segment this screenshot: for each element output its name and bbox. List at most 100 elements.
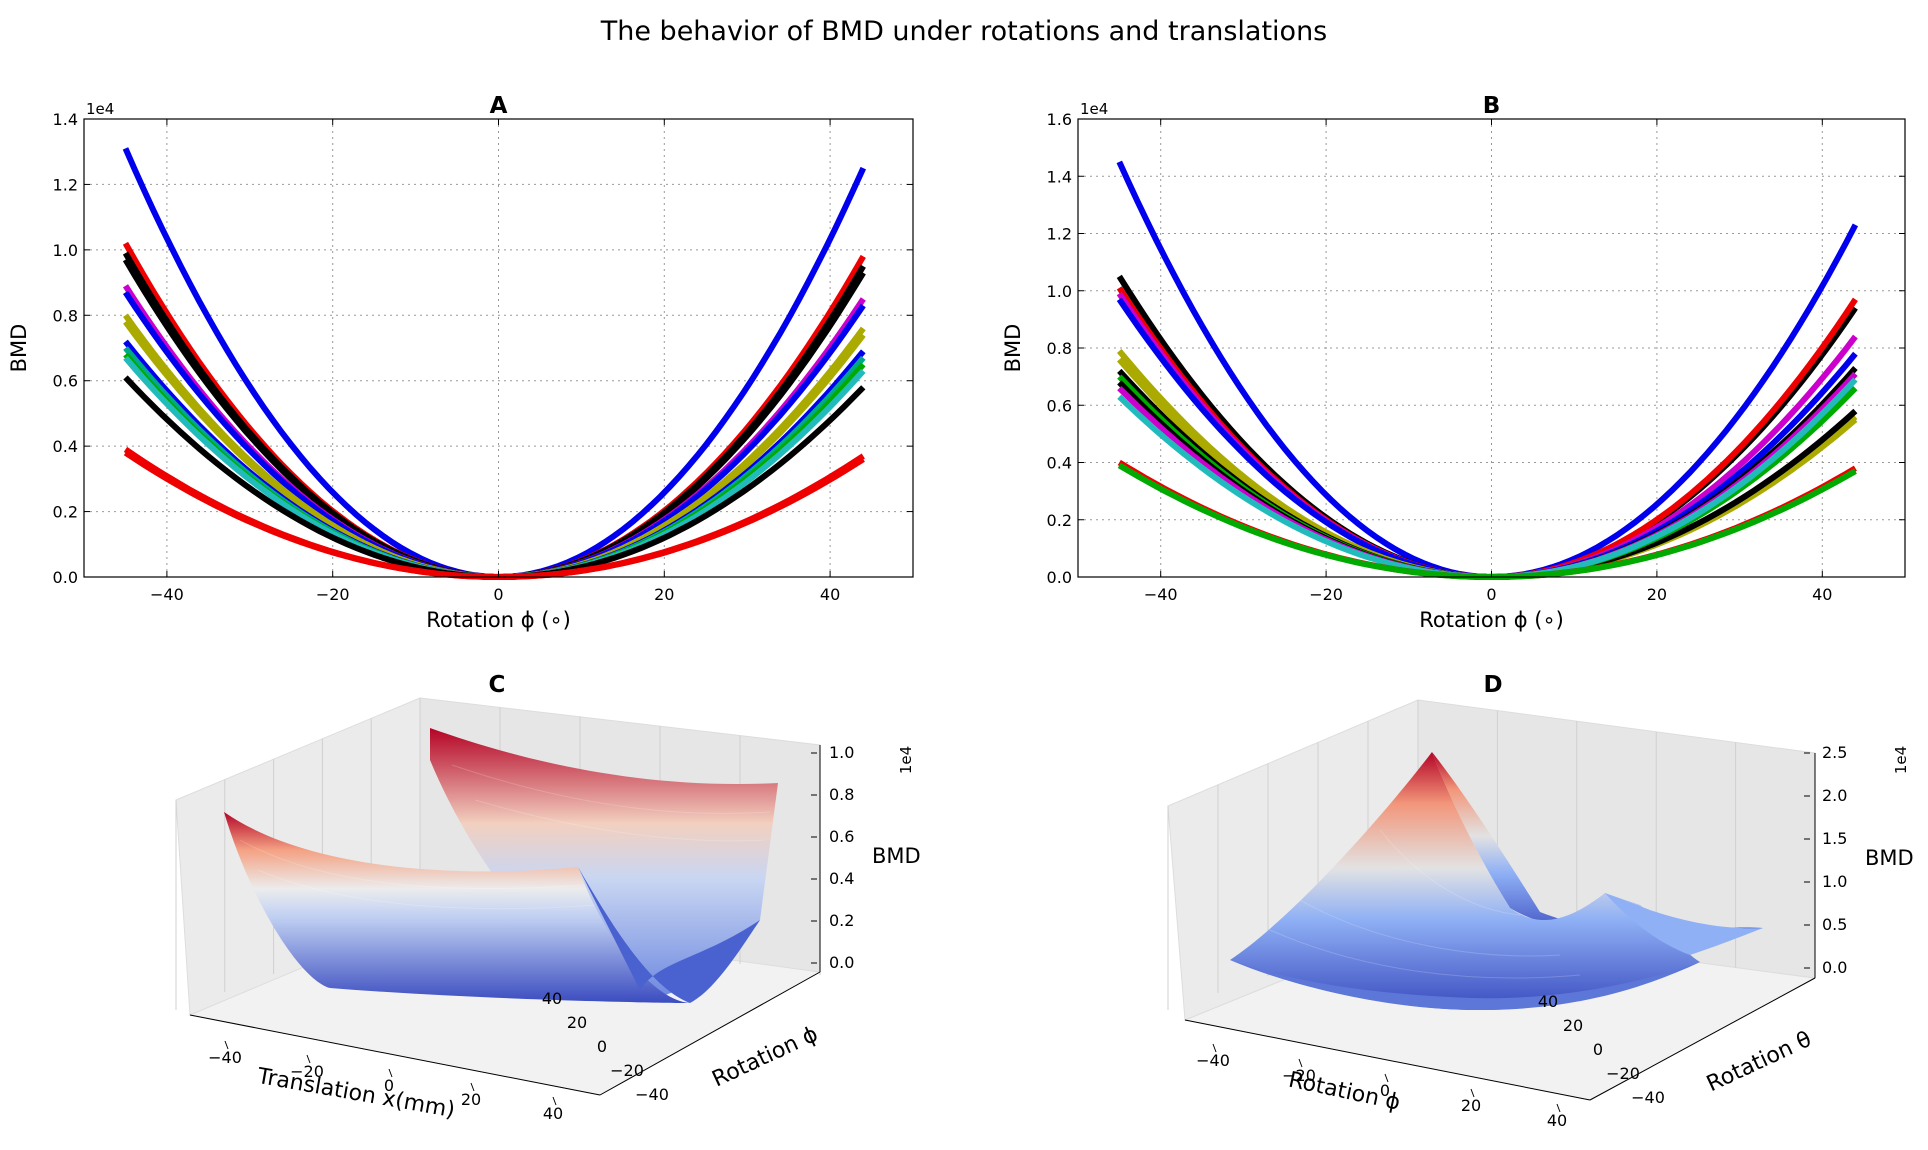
z-tick-label: 0.8	[829, 785, 854, 804]
z-tick-label: 0.0	[1822, 958, 1847, 977]
y-tick-label: 0.2	[1047, 511, 1072, 530]
y-tick-label: 20	[567, 1013, 587, 1032]
z-tick-label: 0.5	[1822, 915, 1847, 934]
y-tick-label: 1.4	[53, 110, 78, 129]
y-tick-label: 0.8	[1047, 339, 1072, 358]
series-line-1	[1116, 160, 1859, 580]
x-tick-label: 40	[1547, 1111, 1567, 1130]
y-tick-label: 40	[1538, 992, 1558, 1011]
panel-a-chart: −40 −20 0 20 40 0.0 0.2 0.4 0.6 0.8 1.0 1.2 1.4 1e4 A R…	[7, 93, 914, 632]
x-tick-mark	[1212, 1043, 1217, 1053]
x-axis-label: Rotation ϕ (∘)	[426, 608, 571, 632]
x-axis-label: Rotation ϕ (∘)	[1419, 608, 1564, 632]
z-exponent-label: 1e4	[1892, 746, 1910, 774]
z-tick-label: 0.0	[829, 953, 854, 972]
surface-patch-3	[1605, 893, 1763, 955]
series-line-6	[122, 290, 866, 581]
z-tick-label: 1.0	[829, 743, 854, 762]
y-tick-label: 1.4	[1047, 167, 1072, 186]
y-axis-label: BMD	[7, 324, 31, 373]
x-tick-mark	[470, 1082, 475, 1092]
y-tick-label: −40	[635, 1085, 669, 1104]
z-tick-label: 0.2	[829, 911, 854, 930]
series-line-2	[1116, 274, 1858, 581]
series-line-3	[122, 251, 866, 581]
x-tick-label: 20	[1461, 1096, 1481, 1115]
x-tick-label: −20	[290, 1062, 324, 1081]
z-tick-label: 0.4	[829, 869, 854, 888]
x-tick-mark	[224, 1040, 229, 1050]
surface-patch-1	[430, 728, 778, 1002]
surface-patch-4	[1230, 960, 1700, 1010]
y-tick-label: 0.0	[53, 568, 78, 587]
series-line-2	[122, 241, 866, 581]
z-tick-label: 1.0	[1822, 872, 1847, 891]
x-tick-label: 40	[1812, 585, 1832, 604]
surface-patch-3	[578, 867, 760, 1003]
y-tick-label: −20	[1606, 1064, 1640, 1083]
x-tick-label: −20	[1309, 585, 1343, 604]
x-tick-mark	[306, 1054, 311, 1064]
surface-patch-2	[1230, 752, 1700, 1010]
z-tick-label: 0.6	[829, 827, 854, 846]
panel-b-chart: −40 −20 0 20 40 0.0 0.2 0.4 0.6 0.8 1.0 1.2 1.4 1.6 1e…	[1001, 93, 1906, 632]
y-axis-label: BMD	[1001, 324, 1025, 373]
x-tick-mark	[1556, 1103, 1561, 1113]
x-tick-mark	[388, 1068, 393, 1078]
y-exponent-label: 1e4	[86, 100, 114, 118]
surface-grid-band	[1269, 929, 1581, 979]
panel-c-surface: −40−2002040−40−20020400.00.20.40.60.81.0…	[175, 672, 921, 1124]
y-tick-label: 1.2	[1047, 225, 1072, 244]
x-tick-label: −20	[316, 585, 350, 604]
x-tick-label: 0	[493, 585, 503, 604]
z-tick-label: 2.5	[1822, 743, 1847, 762]
y-tick-label: 0.4	[1047, 454, 1072, 473]
y-tick-label: 0.6	[1047, 396, 1072, 415]
y-tick-label: 1.0	[1047, 282, 1072, 301]
surface-grid-band	[1379, 829, 1521, 916]
x-tick-label: 20	[461, 1090, 481, 1109]
surface-grid-band	[239, 839, 586, 890]
surface-grid-band	[1299, 899, 1561, 957]
x-tick-mark	[1384, 1073, 1389, 1083]
surface-patch-1	[1432, 752, 1763, 939]
axis-line	[1184, 1019, 1591, 1101]
x-tick-mark	[1470, 1088, 1475, 1098]
z-tick-label: 1.5	[1822, 829, 1847, 848]
figure-title: The behavior of BMD under rotations and …	[600, 16, 1328, 47]
x-tick-label: −20	[1282, 1066, 1316, 1085]
y-axis-label: Rotation θ	[1703, 1027, 1815, 1097]
y-tick-label: 0	[1593, 1040, 1603, 1059]
x-tick-label: 0	[1380, 1081, 1390, 1100]
y-tick-label: −40	[1631, 1088, 1665, 1107]
surface-grid-band	[474, 799, 766, 842]
z-axis-label: BMD	[1865, 846, 1914, 870]
x-tick-label: −40	[208, 1048, 242, 1067]
y-tick-label: 1.6	[1047, 110, 1072, 129]
x-tick-label: 20	[1647, 585, 1667, 604]
x-tick-mark	[552, 1096, 557, 1106]
surface-grid-band	[257, 869, 596, 910]
surface-grid-band	[451, 764, 771, 814]
x-tick-label: 0	[384, 1076, 394, 1095]
panel-d-surface: −40−2002040−40−20020400.00.51.01.52.02.5…	[1167, 672, 1914, 1130]
x-axis-label: Translation x(mm)	[255, 1064, 457, 1124]
panel-title: D	[1483, 672, 1502, 698]
y-exponent-label: 1e4	[1080, 100, 1108, 118]
panel-title: C	[489, 672, 506, 698]
axis-line	[189, 1014, 601, 1096]
y-tick-label: 40	[542, 989, 562, 1008]
panel-title: A	[490, 93, 508, 119]
axis-line	[1589, 977, 1816, 1101]
y-tick-label: 1.2	[53, 175, 78, 194]
y-tick-label: 1.0	[53, 241, 78, 260]
panel-title: B	[1483, 93, 1501, 119]
y-tick-label: 0.8	[53, 306, 78, 325]
z-tick-label: 2.0	[1822, 786, 1847, 805]
x-tick-label: 40	[820, 585, 840, 604]
z-axis-label: BMD	[872, 844, 921, 868]
y-tick-label: 20	[1563, 1016, 1583, 1035]
x-tick-label: −40	[1144, 585, 1178, 604]
y-tick-label: 0.2	[53, 503, 78, 522]
